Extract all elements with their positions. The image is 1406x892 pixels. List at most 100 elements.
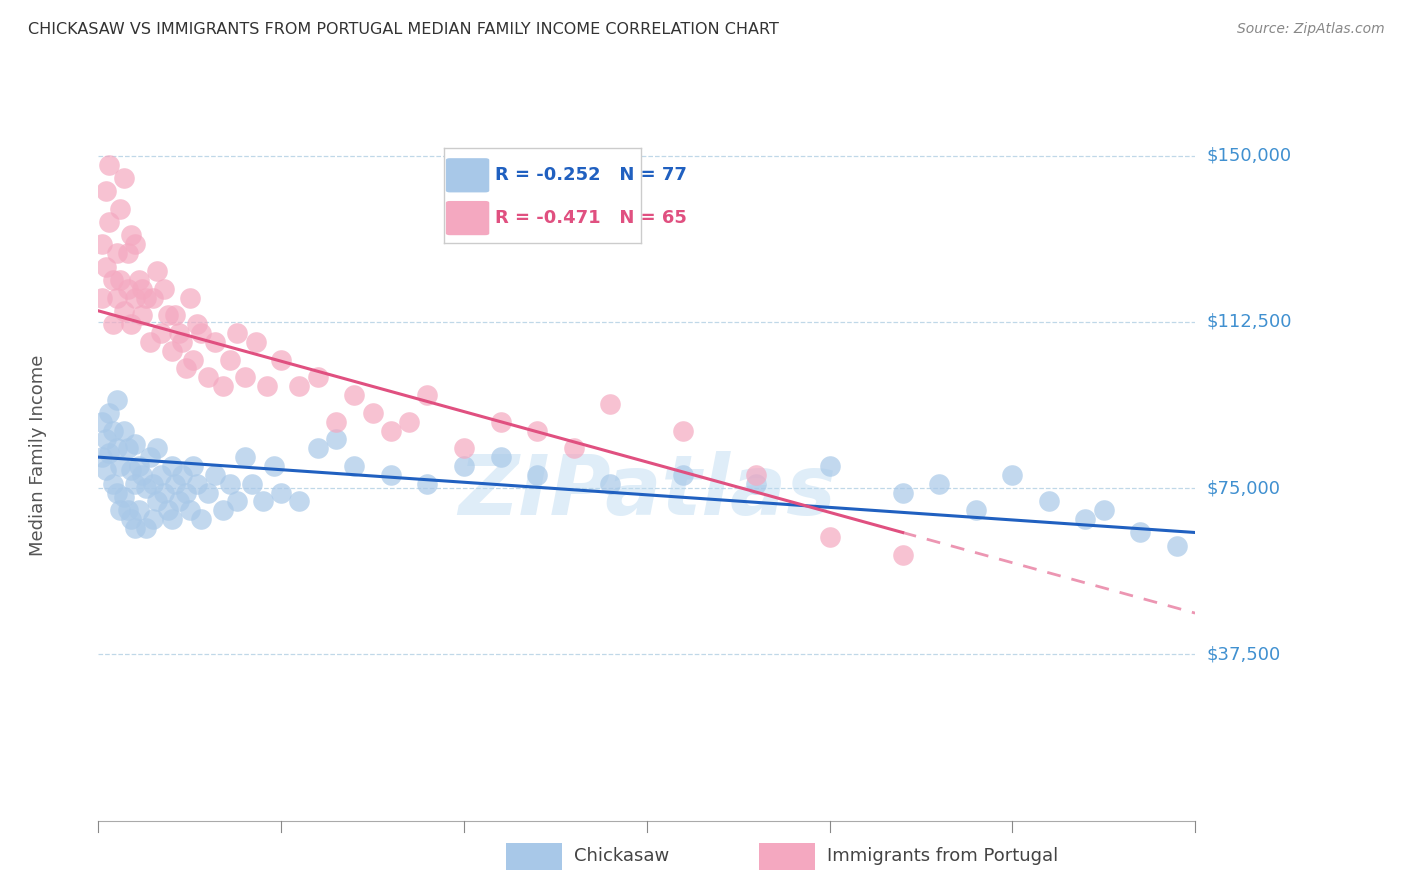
Point bbox=[131, 467, 153, 482]
Point bbox=[818, 530, 841, 544]
Point bbox=[489, 415, 512, 429]
Point bbox=[142, 291, 165, 305]
Point bbox=[160, 458, 183, 473]
Point bbox=[135, 291, 157, 305]
Point bbox=[226, 494, 249, 508]
Point bbox=[165, 476, 187, 491]
Point bbox=[105, 442, 128, 456]
Point bbox=[343, 388, 366, 402]
Point bbox=[160, 512, 183, 526]
Point bbox=[91, 415, 114, 429]
Point bbox=[745, 476, 768, 491]
Point bbox=[128, 503, 150, 517]
Point bbox=[131, 308, 153, 322]
Point bbox=[204, 467, 226, 482]
Point bbox=[453, 442, 475, 456]
Point bbox=[1038, 494, 1060, 508]
Point bbox=[211, 503, 233, 517]
Point bbox=[149, 326, 172, 340]
Point bbox=[179, 291, 201, 305]
Point bbox=[183, 352, 205, 367]
Point bbox=[124, 437, 146, 451]
Point bbox=[110, 202, 132, 216]
Point bbox=[526, 467, 548, 482]
Point bbox=[91, 291, 114, 305]
Point bbox=[120, 512, 142, 526]
Point bbox=[190, 326, 212, 340]
Point bbox=[197, 370, 219, 384]
Point bbox=[599, 397, 621, 411]
Point bbox=[94, 433, 117, 447]
Point bbox=[256, 379, 278, 393]
FancyBboxPatch shape bbox=[446, 158, 489, 193]
Point bbox=[98, 215, 121, 229]
Point bbox=[117, 282, 139, 296]
Point bbox=[270, 485, 292, 500]
Point bbox=[186, 317, 208, 331]
Point bbox=[110, 458, 132, 473]
Point bbox=[1129, 525, 1152, 540]
Point bbox=[197, 485, 219, 500]
Text: Immigrants from Portugal: Immigrants from Portugal bbox=[827, 847, 1057, 865]
Point bbox=[818, 458, 841, 473]
Point bbox=[240, 476, 263, 491]
Text: $150,000: $150,000 bbox=[1206, 146, 1291, 165]
Point bbox=[252, 494, 274, 508]
Point bbox=[91, 450, 114, 464]
Point bbox=[98, 446, 121, 460]
Point bbox=[105, 246, 128, 260]
Point bbox=[211, 379, 233, 393]
Point bbox=[416, 388, 439, 402]
Point bbox=[117, 442, 139, 456]
Point bbox=[112, 170, 135, 185]
Point bbox=[112, 424, 135, 438]
Point bbox=[156, 503, 179, 517]
Point bbox=[124, 291, 146, 305]
Point bbox=[343, 458, 366, 473]
Point bbox=[219, 476, 242, 491]
Point bbox=[1074, 512, 1097, 526]
Text: $112,500: $112,500 bbox=[1206, 313, 1292, 331]
Point bbox=[186, 476, 208, 491]
Point bbox=[124, 521, 146, 535]
Point bbox=[138, 450, 160, 464]
Point bbox=[146, 264, 169, 278]
Point bbox=[105, 485, 128, 500]
Text: $37,500: $37,500 bbox=[1206, 646, 1281, 664]
Point bbox=[112, 303, 135, 318]
Point bbox=[1166, 539, 1188, 553]
FancyBboxPatch shape bbox=[446, 201, 489, 235]
Text: R = -0.471   N = 65: R = -0.471 N = 65 bbox=[495, 209, 688, 227]
Point bbox=[325, 415, 347, 429]
Point bbox=[156, 308, 179, 322]
Point bbox=[101, 424, 124, 438]
Point bbox=[965, 503, 987, 517]
Point bbox=[270, 352, 292, 367]
Point bbox=[526, 424, 548, 438]
Point bbox=[105, 291, 128, 305]
Text: Source: ZipAtlas.com: Source: ZipAtlas.com bbox=[1237, 22, 1385, 37]
Point bbox=[891, 548, 914, 562]
Point bbox=[146, 442, 169, 456]
Point bbox=[153, 485, 176, 500]
Point bbox=[183, 458, 205, 473]
Point bbox=[891, 485, 914, 500]
Point bbox=[219, 352, 242, 367]
Point bbox=[98, 157, 121, 171]
Point bbox=[131, 282, 153, 296]
Point bbox=[142, 476, 165, 491]
Point bbox=[167, 326, 190, 340]
Point bbox=[110, 503, 132, 517]
Point bbox=[380, 467, 402, 482]
Point bbox=[263, 458, 285, 473]
Point bbox=[142, 512, 165, 526]
Point bbox=[380, 424, 402, 438]
Point bbox=[453, 458, 475, 473]
Point bbox=[562, 442, 585, 456]
Point bbox=[233, 450, 256, 464]
Point bbox=[288, 494, 311, 508]
Text: R = -0.252   N = 77: R = -0.252 N = 77 bbox=[495, 166, 688, 185]
Point bbox=[928, 476, 950, 491]
Point bbox=[112, 490, 135, 504]
Point bbox=[172, 334, 194, 349]
